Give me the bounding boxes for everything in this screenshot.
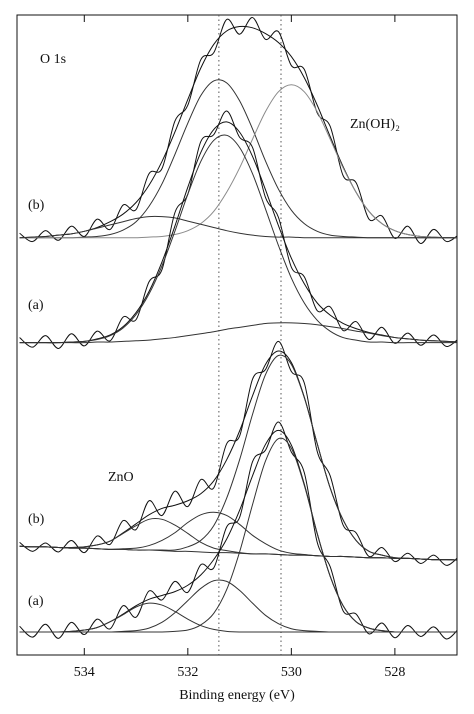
series-line xyxy=(19,579,457,633)
series-line xyxy=(19,121,457,344)
plot-area xyxy=(19,15,457,655)
series-line xyxy=(19,322,457,344)
series-line xyxy=(19,421,457,640)
series-line xyxy=(19,602,457,633)
series-line xyxy=(19,437,457,633)
x-tick-label: 530 xyxy=(281,665,302,680)
x-tick-label: 534 xyxy=(74,665,95,680)
trace-label: (a) xyxy=(28,298,44,313)
x-tick-label: 528 xyxy=(384,665,405,680)
series-line xyxy=(19,134,457,344)
x-axis-label: Binding energy (eV) xyxy=(179,688,295,703)
annotation: ZnO xyxy=(108,470,134,485)
trace-label: (b) xyxy=(28,198,45,213)
trace-label: (a) xyxy=(28,594,44,609)
series-line xyxy=(19,110,457,349)
plot-frame xyxy=(16,14,458,656)
series-line xyxy=(19,17,457,244)
annotation: Zn(OH)₂ xyxy=(350,117,400,132)
series-line xyxy=(19,350,457,561)
trace-label: (b) xyxy=(28,512,45,527)
annotation: O 1s xyxy=(40,52,66,67)
series-line xyxy=(19,354,457,561)
series-line xyxy=(19,215,457,239)
series-line xyxy=(19,79,457,239)
x-tick-label: 532 xyxy=(177,665,198,680)
series-line xyxy=(19,84,457,239)
series-line xyxy=(19,340,457,566)
